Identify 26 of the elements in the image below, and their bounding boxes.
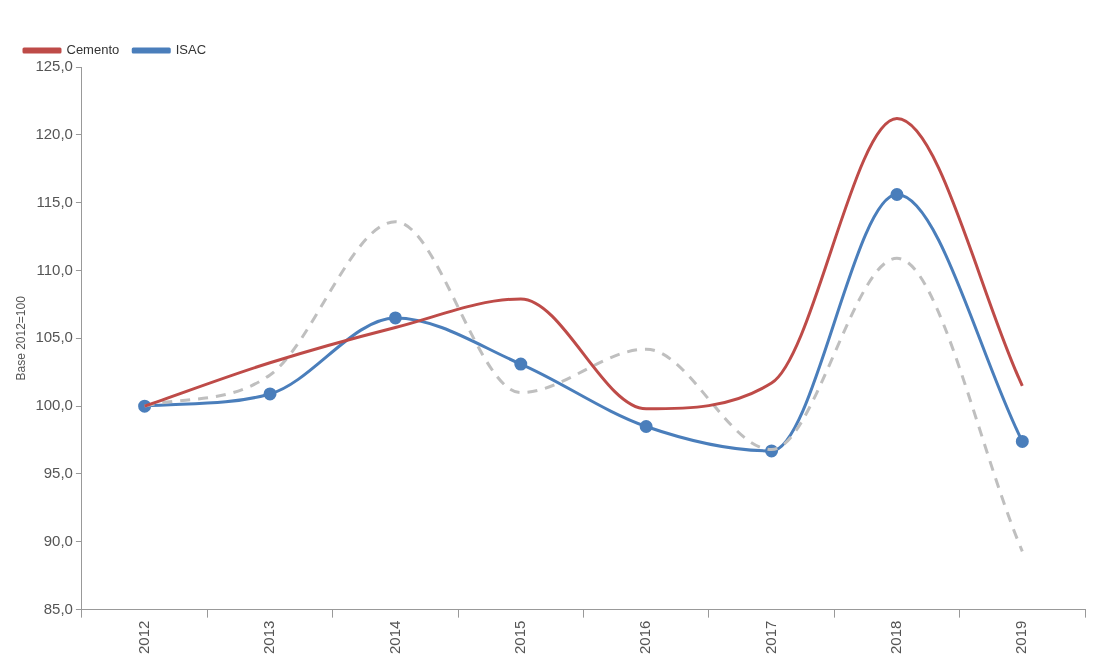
legend-label: ISAC [175, 42, 207, 58]
y-axis-title: Base 2012=100 [13, 295, 28, 381]
x-tick-label: 2014 [385, 620, 403, 655]
x-tick-label: 2015 [510, 620, 528, 655]
point [1015, 434, 1029, 448]
y-tick-label: 90,0 [43, 531, 73, 549]
y-tick-label: 110,0 [36, 260, 73, 278]
y-tick-label: 125,0 [35, 57, 73, 75]
x-tick-label: 2019 [1012, 620, 1030, 655]
legend-label: Cemento [66, 42, 120, 58]
x-tick-label: 2013 [260, 620, 278, 655]
x-tick-label: 2017 [761, 620, 779, 655]
x-tick-label: 2016 [636, 620, 654, 655]
point [388, 311, 402, 325]
point [890, 188, 904, 202]
x-tick-label: 2012 [134, 620, 152, 655]
point [639, 419, 653, 433]
y-tick-label: 100,0 [35, 396, 73, 414]
point [514, 357, 528, 371]
y-tick-label: 95,0 [43, 464, 73, 482]
y-tick-label: 115,0 [36, 192, 73, 210]
y-tick-label: 120,0 [35, 124, 73, 142]
point [263, 387, 277, 401]
y-tick-label: 105,0 [35, 328, 73, 346]
y-tick-label: 85,0 [43, 599, 73, 617]
x-tick-label: 2018 [887, 620, 905, 655]
